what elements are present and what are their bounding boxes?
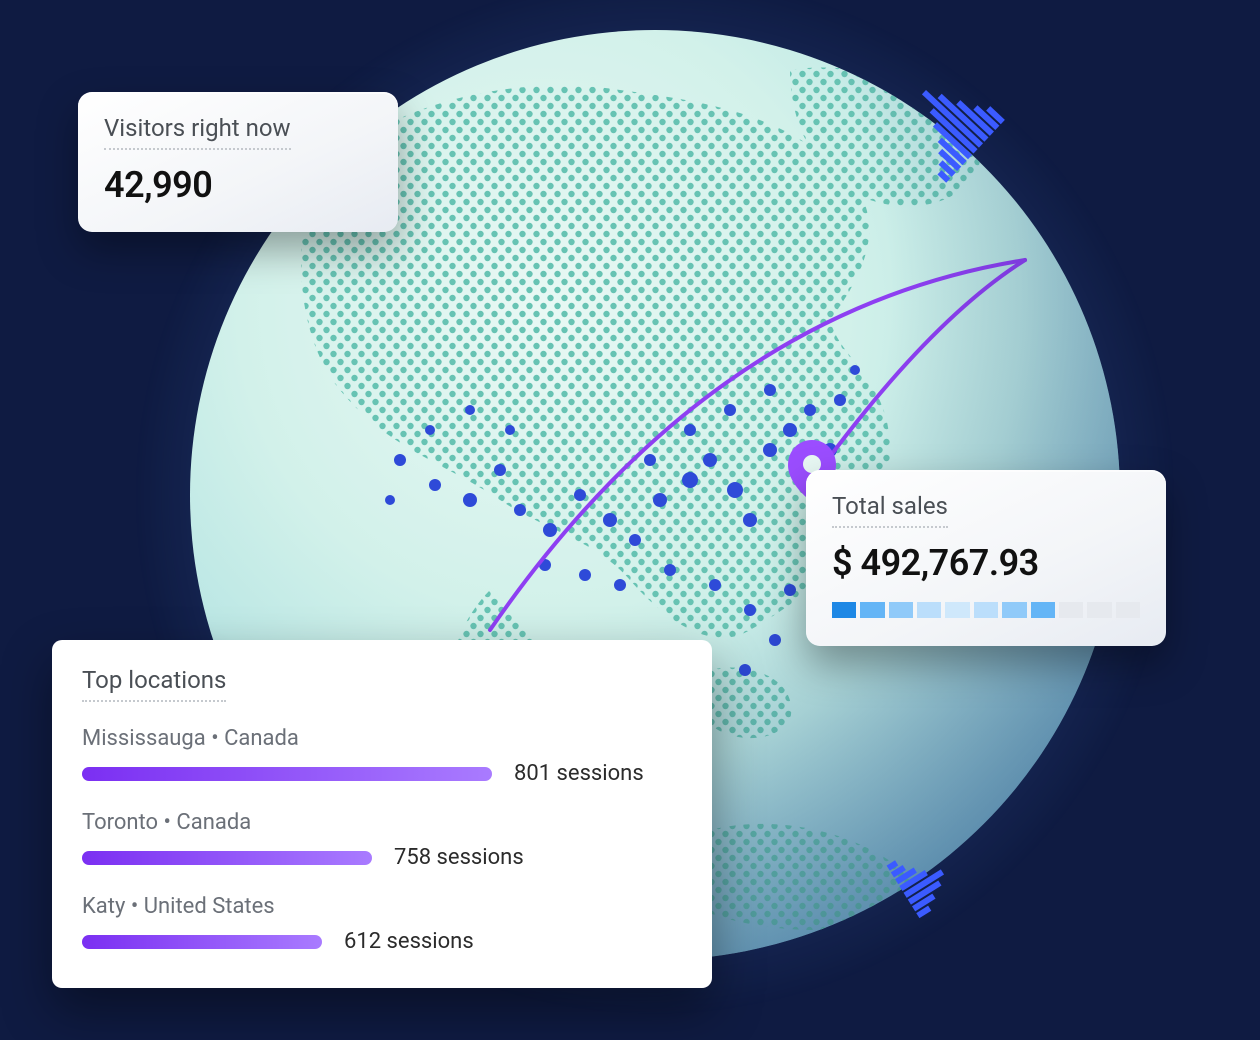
sales-segment-bar <box>832 602 1140 618</box>
sales-segment <box>832 602 856 618</box>
sales-segment <box>889 602 913 618</box>
sales-segment <box>945 602 969 618</box>
sales-segment <box>1002 602 1026 618</box>
sales-segment <box>1031 602 1055 618</box>
sales-segment <box>1059 602 1083 618</box>
location-bar <box>82 851 372 865</box>
location-bar <box>82 935 322 949</box>
sales-segment <box>860 602 884 618</box>
location-sessions: 758 sessions <box>394 845 524 870</box>
visitors-value: 42,990 <box>104 164 372 206</box>
sales-segment <box>1087 602 1111 618</box>
locations-title: Top locations <box>82 666 226 702</box>
sales-value: $ 492,767.93 <box>832 542 1140 584</box>
card-visitors[interactable]: Visitors right now 42,990 <box>78 92 398 232</box>
location-row[interactable]: Katy • United States 612 sessions <box>82 894 682 954</box>
location-label: Mississauga • Canada <box>82 726 682 751</box>
visitors-title: Visitors right now <box>104 114 291 150</box>
location-row[interactable]: Mississauga • Canada 801 sessions <box>82 726 682 786</box>
sales-segment <box>917 602 941 618</box>
location-sessions: 612 sessions <box>344 929 474 954</box>
location-label: Toronto • Canada <box>82 810 682 835</box>
location-sessions: 801 sessions <box>514 761 644 786</box>
location-row[interactable]: Toronto • Canada 758 sessions <box>82 810 682 870</box>
sales-segment <box>1116 602 1140 618</box>
card-total-sales[interactable]: Total sales $ 492,767.93 <box>806 470 1166 646</box>
location-label: Katy • United States <box>82 894 682 919</box>
location-bar <box>82 767 492 781</box>
card-top-locations[interactable]: Top locations Mississauga • Canada 801 se… <box>52 640 712 988</box>
sales-segment <box>974 602 998 618</box>
sales-title: Total sales <box>832 492 948 528</box>
